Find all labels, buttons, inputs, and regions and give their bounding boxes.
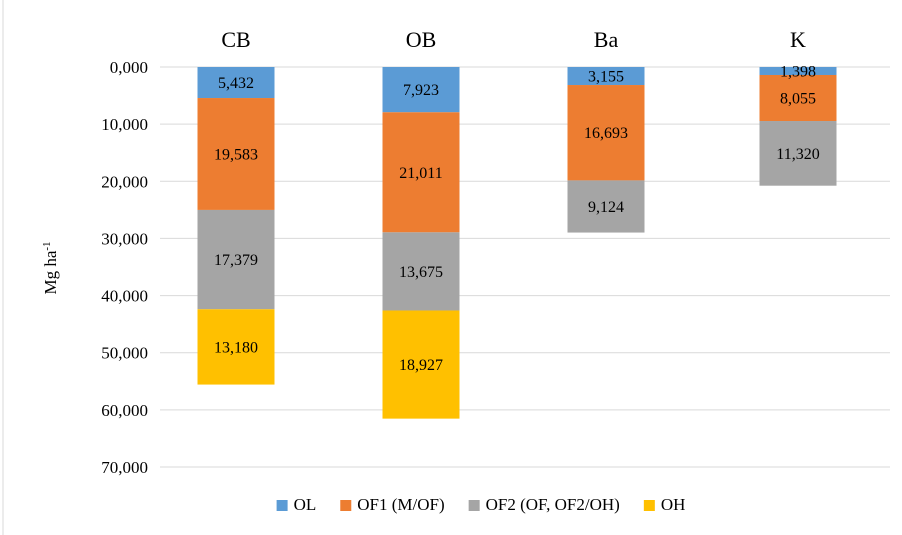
legend-swatch [276,500,288,511]
data-label: 16,693 [584,125,628,142]
data-label: 21,011 [399,165,442,182]
y-tick-label: 20,000 [101,172,148,191]
bar-segment [759,74,837,122]
y-tick-label: 0,000 [110,58,148,77]
bar-segment [567,85,645,181]
bars [197,67,837,419]
y-axis-tick-labels: 0,000 10,000 20,000 30,000 40,000 50,000 60,00… [101,58,148,477]
legend-label: OF2 (OF, OF2/OH) [486,495,620,514]
category-label: Ba [594,27,619,52]
category-label: K [790,27,806,52]
data-label: 3,155 [588,69,624,86]
y-axis-title-main: Mg ha [41,250,60,294]
y-tick-label: 30,000 [101,229,148,248]
data-label: 1,398 [780,63,816,80]
category-label: OB [406,27,437,52]
data-label: 11,320 [776,146,819,163]
gridlines [160,66,890,468]
bar-segment [197,67,275,99]
category-label: CB [221,27,250,52]
category-labels: CB OB Ba K [221,27,806,52]
bar-segment [759,121,837,186]
legend-swatch [340,500,352,511]
data-label: 13,675 [399,264,443,281]
legend-label: OH [661,495,686,514]
bar-segment [197,209,275,310]
data-label: 8,055 [780,91,816,108]
y-tick-label: 50,000 [101,344,148,363]
legend-label: OL [294,495,317,514]
data-label: 18,927 [399,357,443,374]
bar-segment [382,310,460,419]
bar-segment [197,98,275,210]
bar-segment [382,67,460,113]
data-label: 5,432 [218,75,254,92]
bar-segment [567,67,645,86]
legend-swatch [643,500,655,511]
data-label: 7,923 [403,82,439,99]
bar-segment [567,180,645,233]
y-tick-label: 60,000 [101,401,148,420]
y-axis-title: Mg ha-1 [41,241,60,294]
data-label: 9,124 [588,199,624,216]
bar-segment [382,112,460,233]
data-labels: 5,432 19,583 17,379 13,180 7,923 21,011 13,675… [214,63,820,374]
y-axis-title-superscript: -1 [41,241,53,250]
y-tick-label: 40,000 [101,287,148,306]
legend-label: OF1 (M/OF) [357,495,444,514]
bar-segment [759,67,837,75]
legend-swatch [468,500,480,511]
y-tick-label: 10,000 [101,115,148,134]
data-label: 19,583 [214,146,258,163]
data-label: 13,180 [214,339,258,356]
bar-segment [197,309,275,385]
legend: OL OF1 (M/OF) OF2 (OF, OF2/OH) OH [276,495,686,514]
data-label: 17,379 [214,252,258,269]
bar-segment [382,232,460,311]
y-tick-label: 70,000 [101,458,148,477]
